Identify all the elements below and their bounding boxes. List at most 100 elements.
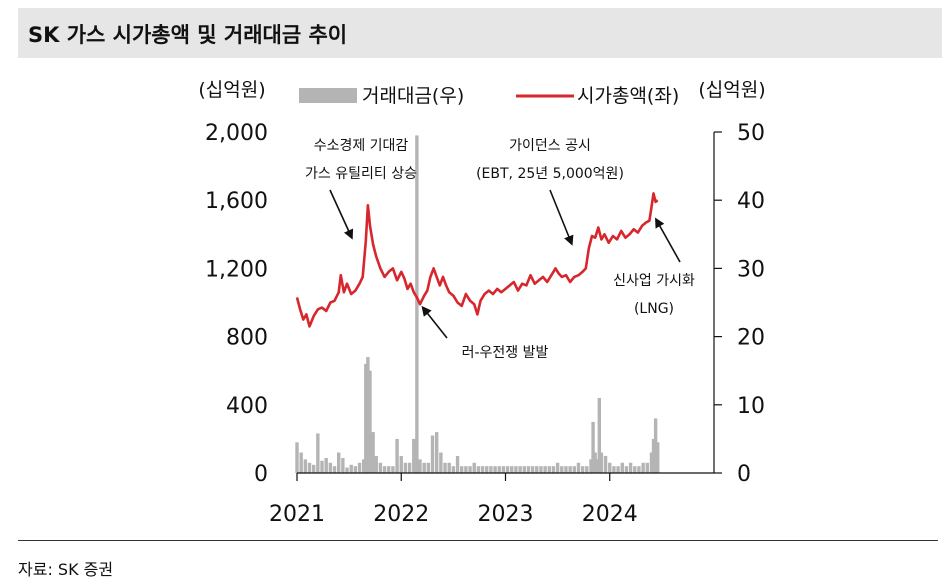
volume-bar: [522, 466, 526, 473]
volume-bar: [497, 466, 501, 473]
market-cap-series-line: [295, 192, 659, 328]
annotation-lng-arrow: [655, 217, 681, 263]
right-tick-label: 30: [737, 257, 765, 282]
volume-bar: [299, 452, 303, 473]
right-axis: 0 10 20 30 40 50: [713, 121, 765, 487]
volume-bar: [628, 462, 633, 473]
volume-bar: [612, 466, 616, 473]
volume-bar: [426, 462, 431, 473]
source-note: 자료: SK 증권: [18, 560, 114, 579]
volume-bar: [539, 466, 543, 473]
volume-bar: [403, 462, 408, 473]
volume-bar: [439, 452, 443, 473]
volume-bar: [443, 462, 447, 473]
x-tick-label: 2021: [269, 502, 325, 527]
volume-bar: [505, 466, 510, 473]
volume-bar: [362, 459, 366, 473]
volume-bar: [585, 466, 589, 473]
volume-bar: [564, 466, 568, 473]
volume-bar: [341, 457, 345, 473]
volume-bar: [597, 397, 602, 473]
volume-bars: [295, 135, 660, 473]
market-cap-line: [295, 192, 659, 328]
x-tick-label: 2022: [373, 502, 429, 527]
volume-bar: [603, 455, 608, 473]
left-axis: 0 400 800 1,200 1,600 2,000: [205, 121, 268, 487]
volume-bar: [514, 466, 518, 473]
volume-bar: [543, 466, 547, 473]
volume-bar: [328, 462, 333, 473]
annotation-hydrogen-line2: 가스 유틸리티 상승: [305, 166, 417, 182]
volume-bar: [593, 452, 597, 473]
volume-bar: [637, 466, 641, 473]
volume-bar: [422, 462, 426, 473]
volume-bar: [591, 421, 595, 473]
left-tick-label: 1,600: [205, 189, 268, 214]
volume-bar: [311, 464, 316, 473]
volume-bar: [303, 459, 308, 473]
volume-bar: [489, 466, 493, 473]
volume-bar: [560, 466, 564, 473]
volume-bar: [418, 459, 422, 473]
volume-bar: [530, 466, 535, 473]
volume-bar: [555, 462, 560, 473]
volume-bar: [526, 466, 531, 473]
volume-bar: [415, 135, 419, 473]
volume-bar: [649, 452, 654, 473]
left-tick-label: 400: [226, 394, 268, 419]
volume-bar: [476, 466, 481, 473]
right-tick-label: 10: [737, 394, 765, 419]
divider: [18, 540, 938, 541]
left-tick-label: 0: [254, 462, 268, 487]
volume-bar: [399, 455, 403, 473]
right-tick-label: 0: [737, 462, 751, 487]
volume-bar: [464, 466, 468, 473]
volume-bar: [572, 466, 577, 473]
volume-bar: [320, 460, 324, 473]
volume-bar: [501, 466, 506, 473]
x-tick-label: 2024: [582, 502, 638, 527]
left-tick-label: 1,200: [205, 257, 268, 282]
volume-bar: [382, 466, 387, 473]
volume-bar: [651, 438, 656, 473]
volume-bar: [378, 462, 383, 473]
volume-bar: [493, 466, 497, 473]
volume-bar: [576, 462, 581, 473]
volume-bar: [324, 457, 328, 473]
volume-bar: [551, 466, 556, 473]
annotation-guidance-arrow: [549, 189, 574, 246]
volume-bar: [412, 438, 416, 473]
volume-bar: [460, 466, 464, 473]
annotation-lng-line1: 신사업 가시화: [613, 273, 695, 289]
volume-bar: [641, 462, 645, 473]
volume-bar: [332, 466, 337, 473]
volume-bar: [357, 462, 362, 473]
volume-bar: [364, 363, 368, 473]
volume-bar: [395, 438, 399, 473]
annotation-lng-line2: (LNG): [634, 301, 674, 317]
volume-bar: [353, 466, 358, 473]
volume-bar: [624, 466, 629, 473]
annotation-war: 러-우전쟁 발발: [462, 345, 549, 361]
volume-bar: [510, 466, 514, 473]
volume-bar: [547, 466, 551, 473]
annotation-guidance-line2: (EBT, 25년 5,000억원): [476, 166, 624, 182]
volume-bar: [599, 452, 604, 473]
volume-bar: [656, 442, 660, 473]
volume-bar: [595, 459, 599, 473]
volume-bar: [535, 466, 539, 473]
volume-bar: [620, 462, 624, 473]
volume-bar: [518, 466, 522, 473]
volume-bar: [633, 466, 637, 473]
page-title: SK 가스 시가총액 및 거래대금 추이: [28, 23, 348, 47]
volume-bar: [480, 466, 485, 473]
annotation-war-arrow: [421, 305, 448, 339]
volume-bar: [653, 418, 658, 473]
volume-bar: [589, 459, 593, 473]
volume-bar: [391, 466, 395, 473]
volume-bar: [345, 467, 349, 473]
volume-bar: [295, 442, 299, 473]
right-tick-label: 40: [737, 189, 765, 214]
volume-bar: [568, 466, 572, 473]
